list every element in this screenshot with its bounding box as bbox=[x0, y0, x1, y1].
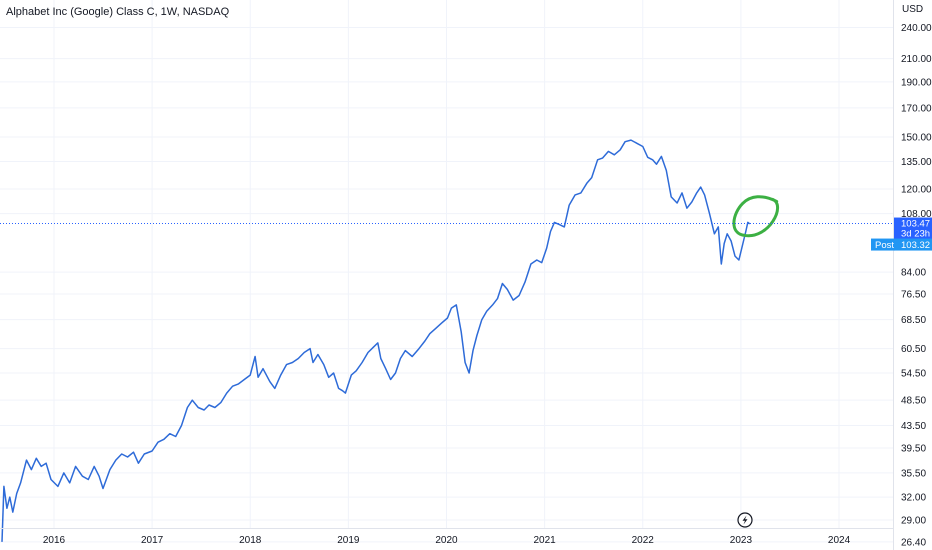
x-tick-label: 2023 bbox=[730, 535, 753, 546]
post-market-label: Post bbox=[875, 240, 894, 251]
chart-title: Alphabet Inc (Google) Class C, 1W, NASDA… bbox=[6, 6, 230, 18]
post-market-price-tag bbox=[894, 238, 932, 251]
y-tick-label: 76.50 bbox=[901, 289, 926, 300]
freehand-circle-annotation[interactable] bbox=[732, 195, 780, 237]
price-series bbox=[1, 139, 751, 542]
x-tick-label: 2022 bbox=[632, 535, 655, 546]
y-tick-label: 32.00 bbox=[901, 493, 926, 504]
y-tick-label: 84.00 bbox=[901, 268, 926, 279]
y-tick-label: 120.00 bbox=[901, 185, 932, 196]
grid bbox=[0, 0, 893, 543]
x-tick-label: 2018 bbox=[239, 535, 262, 546]
y-tick-label: 68.50 bbox=[901, 315, 926, 326]
y-tick-label: 48.50 bbox=[901, 396, 926, 407]
post-market-label-tag bbox=[871, 238, 895, 251]
y-tick-label: 29.00 bbox=[901, 516, 926, 527]
price-line bbox=[1, 139, 751, 542]
post-market-price: 103.32 bbox=[901, 240, 930, 251]
x-tick-label: 2016 bbox=[43, 535, 66, 546]
bar-countdown: 3d 23h bbox=[901, 229, 930, 240]
y-tick-label: 26.40 bbox=[901, 537, 926, 548]
y-tick-label: 43.50 bbox=[901, 421, 926, 432]
y-tick-label: 60.50 bbox=[901, 344, 926, 355]
y-tick-label: 35.50 bbox=[901, 468, 926, 479]
y-tick-label: 170.00 bbox=[901, 103, 932, 114]
last-price-value: 103.47 bbox=[901, 219, 930, 230]
y-tick-label: 39.50 bbox=[901, 444, 926, 455]
y-tick-label: 150.00 bbox=[901, 132, 932, 143]
y-tick-label: 135.00 bbox=[901, 157, 932, 168]
currency-label: USD bbox=[902, 4, 923, 15]
lightning-icon[interactable] bbox=[737, 512, 753, 528]
x-tick-label: 2017 bbox=[141, 535, 164, 546]
x-tick-label: 2020 bbox=[435, 535, 458, 546]
y-tick-label: 108.00 bbox=[901, 209, 932, 220]
last-price-tag bbox=[894, 217, 932, 240]
x-tick-label: 2019 bbox=[337, 535, 360, 546]
x-tick-label: 2021 bbox=[534, 535, 557, 546]
y-tick-label: 210.00 bbox=[901, 54, 932, 65]
y-tick-label: 190.00 bbox=[901, 77, 932, 88]
y-tick-label: 240.00 bbox=[901, 23, 932, 34]
annotation-layer bbox=[732, 195, 780, 237]
x-tick-label: 2024 bbox=[828, 535, 851, 546]
y-tick-label: 54.50 bbox=[901, 368, 926, 379]
